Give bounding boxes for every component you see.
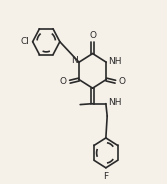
- Text: Cl: Cl: [21, 37, 30, 46]
- Text: O: O: [60, 77, 67, 86]
- Text: O: O: [89, 31, 96, 40]
- Text: N: N: [71, 56, 78, 65]
- Text: O: O: [118, 77, 125, 86]
- Text: NH: NH: [108, 57, 122, 66]
- Text: F: F: [103, 172, 108, 181]
- Text: NH: NH: [108, 98, 121, 107]
